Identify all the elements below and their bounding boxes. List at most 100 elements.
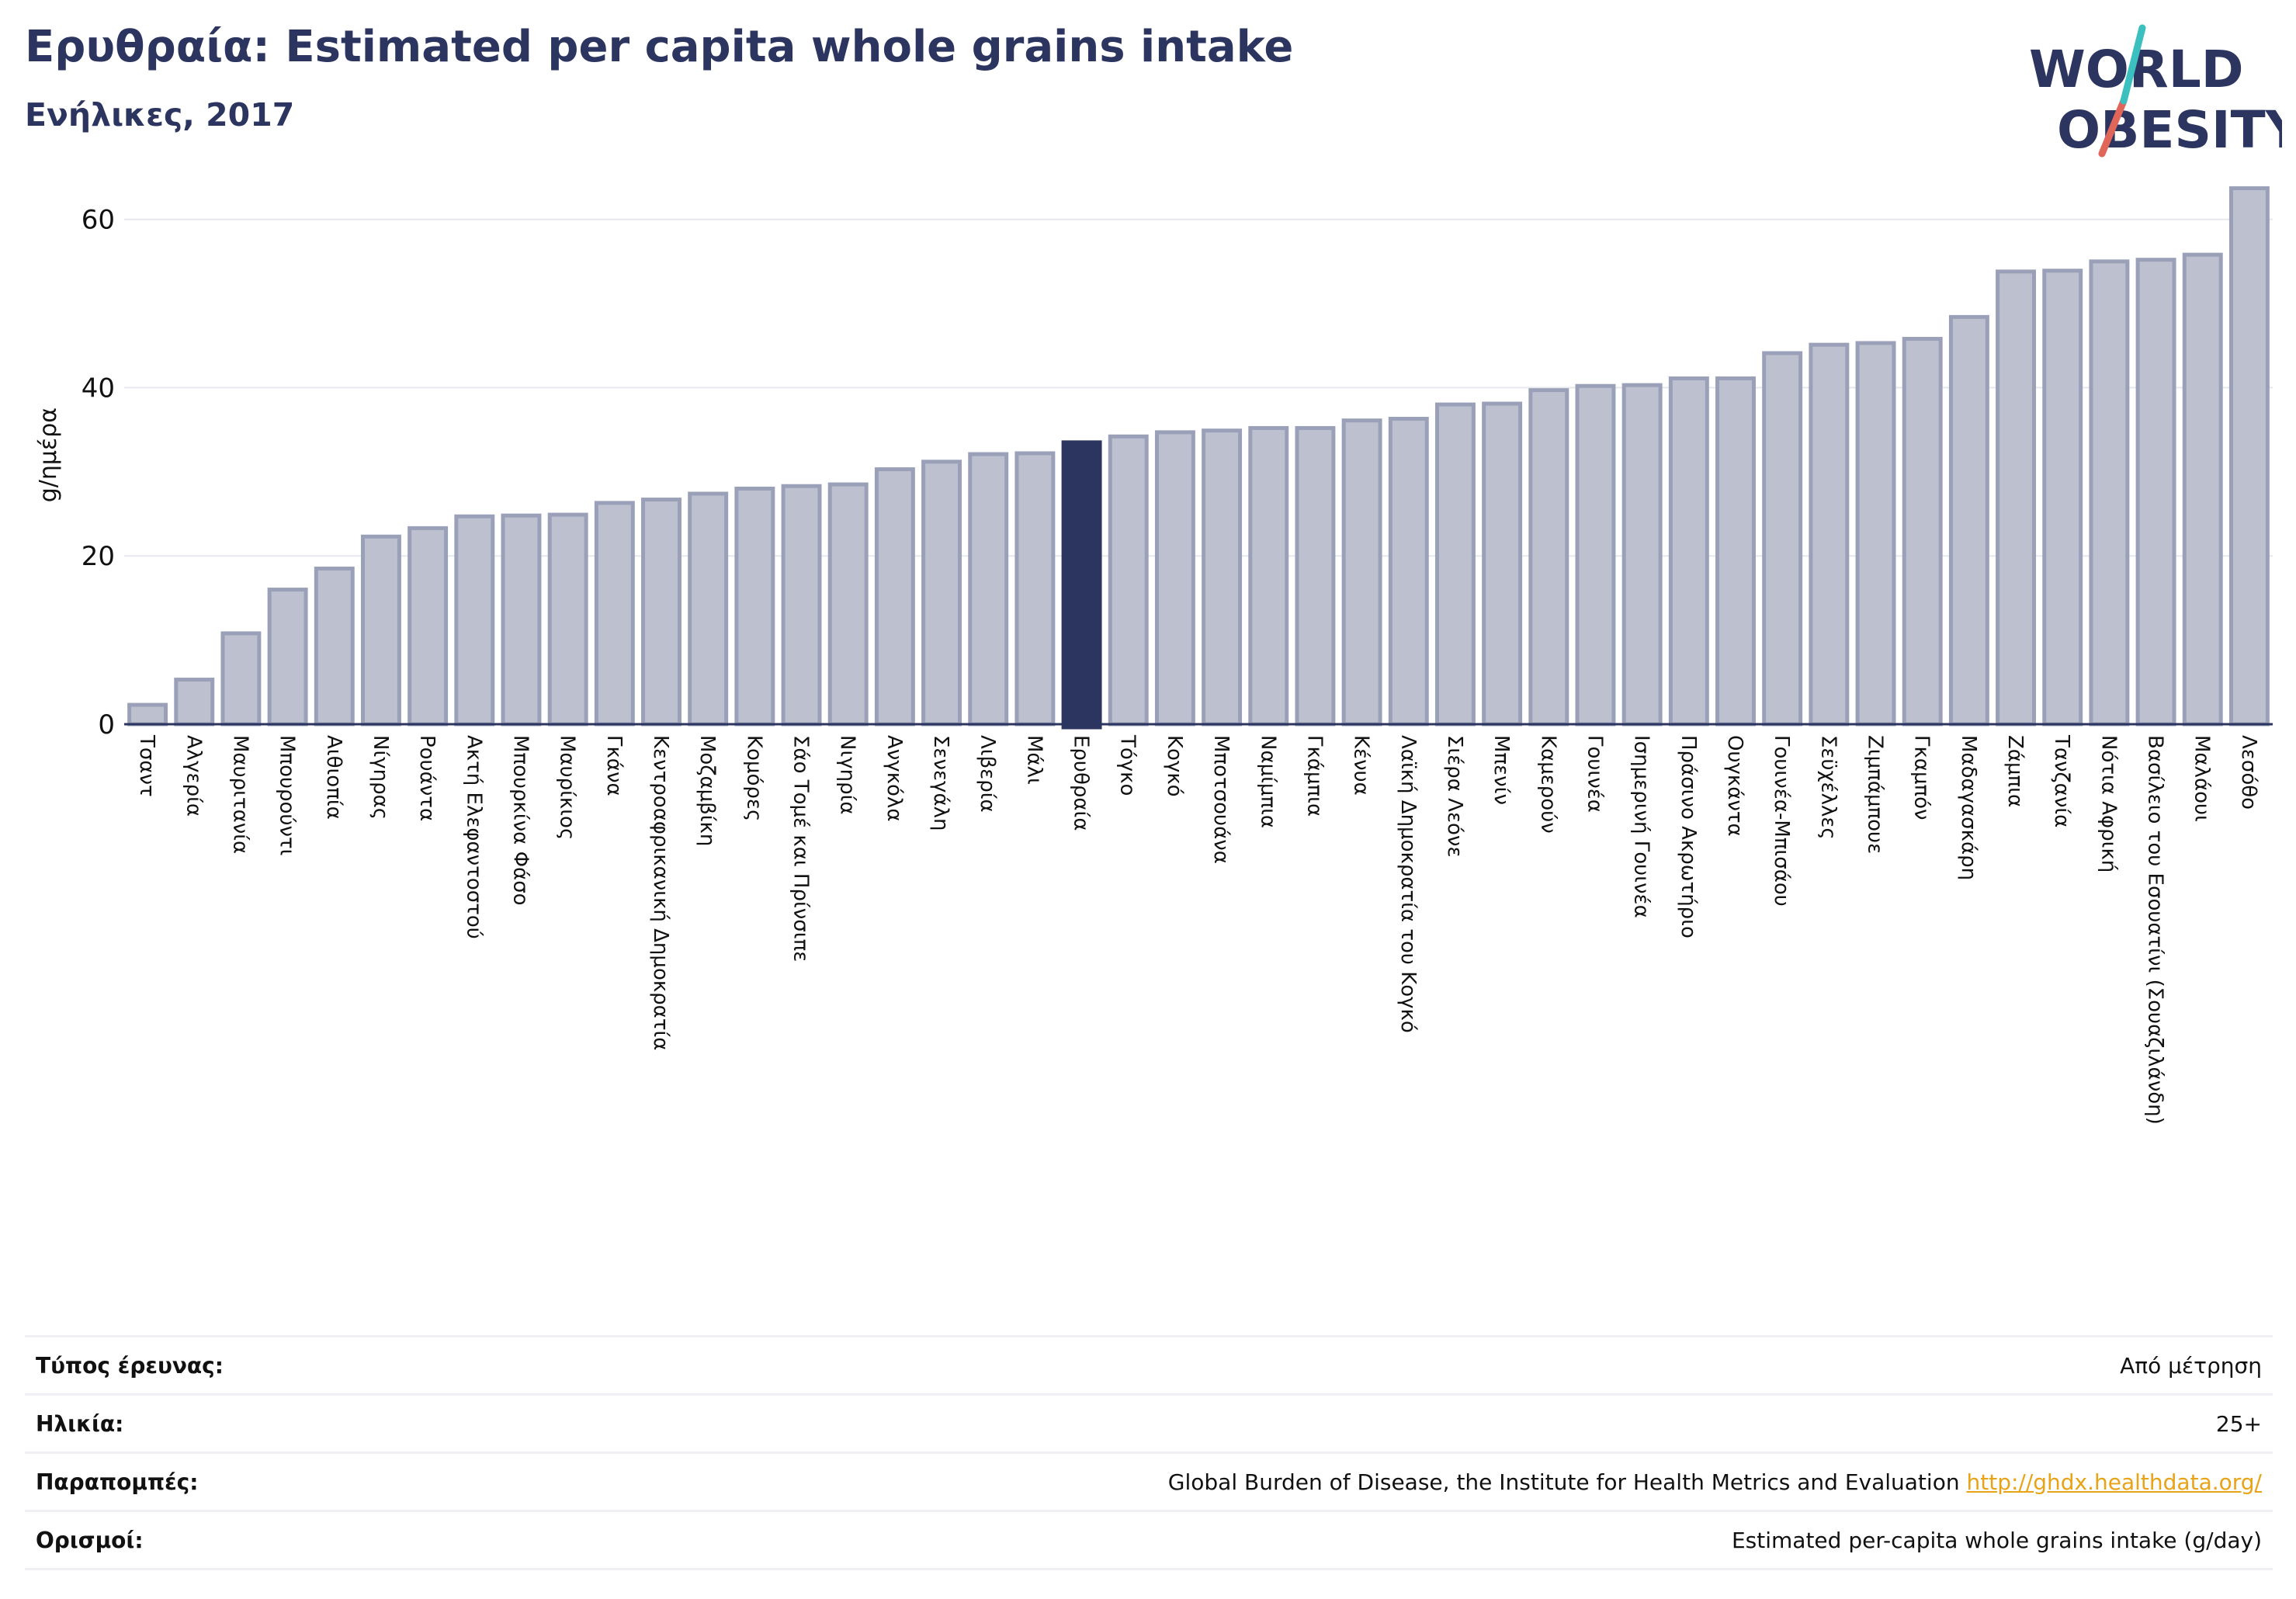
world-obesity-logo: WORLD OBESITY <box>2029 24 2282 160</box>
x-tick-label: Τόγκο <box>1116 734 1139 796</box>
y-tick-label: 60 <box>82 205 115 236</box>
x-tick-label: Αλγερία <box>182 735 205 817</box>
info-row-age: Ηλικία: 25+ <box>25 1393 2273 1452</box>
bar <box>1388 417 1429 727</box>
info-row-definitions: Ορισμοί: Estimated per-capita whole grai… <box>25 1510 2273 1570</box>
bar <box>1154 430 1195 727</box>
x-tick-label: Βασίλειο του Εσουατίνι (Σουαζιλάνδη) <box>2144 735 2167 1125</box>
bar <box>1762 351 1803 727</box>
x-tick-label: Σεϋχέλλες <box>1816 735 1840 840</box>
x-tick-label: Μποτσουάνα <box>1209 735 1233 864</box>
bar <box>1948 314 1989 727</box>
info-label: Παραπομπές: <box>36 1469 199 1495</box>
x-tick-label: Ουγκάντα <box>1723 735 1746 837</box>
x-tick-label: Σενεγάλη <box>929 735 952 831</box>
svg-text:OBESITY: OBESITY <box>2057 100 2282 160</box>
x-tick-label: Ακτή Ελεφαντοστού <box>462 735 485 939</box>
x-tick-label: Ρουάντα <box>415 735 439 821</box>
bar <box>1482 401 1523 727</box>
bar <box>1996 269 2037 727</box>
bar <box>1902 337 1943 727</box>
bar <box>2089 259 2130 727</box>
bar <box>1202 428 1243 727</box>
bar <box>408 525 449 727</box>
x-tick-label: Μάλι <box>1022 735 1046 785</box>
x-tick-label: Γκάνα <box>602 735 626 796</box>
x-tick-label: Γουινέα <box>1583 735 1606 813</box>
x-tick-label: Καμερούν <box>1536 735 1559 834</box>
bar <box>781 484 822 727</box>
x-tick-label: Ερυθραία <box>1070 735 1093 831</box>
x-tick-label: Κεντροαφρικανική Δημοκρατία <box>649 735 672 1050</box>
bar <box>360 534 401 727</box>
bar <box>2228 186 2270 727</box>
bar <box>734 486 775 727</box>
x-tick-label: Πράσινο Ακρωτήριο <box>1677 735 1700 938</box>
x-tick-label: Λιβερία <box>976 735 999 813</box>
x-tick-label: Ανγκόλα <box>883 735 906 821</box>
info-table: Τύπος έρευνας: Από μέτρηση Ηλικία: 25+ Π… <box>25 1335 2273 1570</box>
bar <box>1668 376 1709 727</box>
x-tick-label: Κογκό <box>1163 735 1186 797</box>
y-tick-label: 40 <box>82 373 115 404</box>
bar <box>501 513 542 727</box>
bar <box>968 452 1009 727</box>
x-tick-label: Ζιμπάμπουε <box>1864 735 1887 854</box>
bar <box>1575 383 1616 727</box>
x-tick-label: Μαυρίκιος <box>556 735 579 840</box>
y-axis-label: g/ημέρα <box>35 408 62 502</box>
x-tick-label: Λεσόθο <box>2237 735 2260 810</box>
info-value: 25+ <box>2215 1410 2262 1437</box>
bar <box>1295 425 1336 727</box>
bar <box>2042 269 2083 727</box>
bar <box>874 467 915 727</box>
bar <box>174 678 215 727</box>
x-tick-label: Τσαντ <box>135 734 158 797</box>
info-label: Ηλικία: <box>36 1410 124 1437</box>
bar <box>594 501 635 727</box>
bar <box>220 631 262 727</box>
y-tick-label: 0 <box>98 709 115 741</box>
bar <box>1621 383 1663 727</box>
x-tick-label: Μαυριτανία <box>228 735 251 854</box>
bar <box>1715 376 1756 727</box>
bar <box>314 566 355 727</box>
x-tick-label: Μπουρκίνα Φάσο <box>508 735 532 906</box>
bar <box>1341 418 1382 727</box>
bar <box>1108 434 1149 727</box>
bar <box>1248 425 1289 727</box>
page-subtitle: Ενήλικες, 2017 <box>25 96 295 134</box>
x-tick-label: Αιθιοπία <box>322 735 345 820</box>
bar <box>267 588 308 727</box>
bar <box>1809 342 1850 727</box>
x-tick-label: Μοζαμβίκη <box>695 735 719 846</box>
x-tick-label: Κομόρες <box>742 735 765 821</box>
x-tick-label: Σάο Τομέ και Πρίνσιπε <box>789 735 813 962</box>
bar-chart: 0 20 40 60 g/ημέρα Τσαντ Αλγερία Μαυριτανία Μπου… <box>35 186 2273 1125</box>
x-tick-label: Ναμίμπια <box>1256 735 1279 828</box>
bar <box>2135 258 2176 727</box>
info-row-references: Παραπομπές: Global Burden of Disease, th… <box>25 1452 2273 1510</box>
x-tick-label: Μαδαγασκάρη <box>1957 735 1980 880</box>
info-label: Ορισμοί: <box>36 1527 144 1553</box>
bar <box>1855 341 1896 727</box>
x-tick-label: Μπουρούντι <box>276 735 299 855</box>
x-tick-label: Γκάμπια <box>1302 735 1326 817</box>
x-tick-label: Νότια Αφρική <box>2097 735 2120 872</box>
bar <box>2182 252 2223 727</box>
page-title: Ερυθραία: Estimated per capita whole gra… <box>25 22 1294 72</box>
bar <box>641 498 682 727</box>
x-tick-label: Μπενίν <box>1490 735 1513 805</box>
info-value: Global Burden of Disease, the Institute … <box>1168 1469 2273 1495</box>
x-tick-label: Γουινέα-Μπισάου <box>1770 735 1793 907</box>
x-tick-label: Ζάμπια <box>2003 735 2027 807</box>
x-tick-label: Γκαμπόν <box>1910 735 1934 820</box>
reference-link[interactable]: http://ghdx.healthdata.org/ <box>1966 1469 2262 1495</box>
bar <box>921 460 962 727</box>
x-tick-label: Νίγηρας <box>369 735 392 820</box>
info-value: Από μέτρηση <box>2120 1352 2262 1379</box>
x-tick-label: Ισημερινή Γουινέα <box>1630 735 1653 918</box>
info-row-survey-type: Τύπος έρευνας: Από μέτρηση <box>25 1335 2273 1393</box>
bar <box>688 491 729 727</box>
bar-highlight <box>1061 440 1102 730</box>
